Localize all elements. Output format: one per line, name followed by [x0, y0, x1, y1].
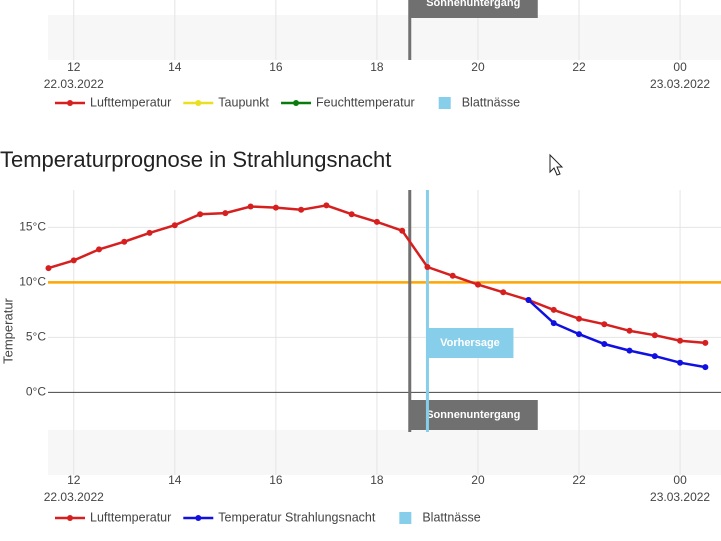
point [525, 297, 532, 303]
point [272, 204, 279, 211]
annotation-box [426, 328, 514, 358]
annotation-label: Sonnenuntergang [426, 409, 520, 421]
x-tick-label: 22 [572, 473, 586, 487]
point [576, 315, 583, 322]
point [323, 202, 330, 209]
point [550, 306, 557, 313]
x-tick-label: 00 [673, 60, 687, 74]
point [474, 281, 481, 288]
point [171, 222, 178, 229]
point [626, 347, 633, 354]
legend-swatch [67, 515, 73, 521]
point [576, 331, 583, 338]
point [247, 203, 254, 210]
point [298, 206, 305, 213]
annotation-box [408, 0, 538, 18]
series-line [527, 299, 706, 369]
x-tick-label: 16 [269, 473, 283, 487]
point [96, 246, 103, 253]
point [651, 332, 658, 339]
legend-label: Feuchttemperatur [316, 95, 415, 109]
cursor [549, 153, 564, 176]
y-axis-label: Temperatur [0, 297, 15, 363]
date-label: 22.03.2022 [44, 77, 104, 91]
x-tick-label: 12 [67, 473, 81, 487]
point [550, 320, 557, 327]
point [702, 364, 709, 371]
point [373, 218, 380, 225]
point [651, 353, 658, 360]
x-tick-label: 20 [471, 60, 485, 74]
y-tick-label: 10°C [19, 275, 46, 289]
x-tick-label: 00 [673, 473, 687, 487]
x-tick-label: 18 [370, 473, 384, 487]
point [222, 210, 229, 217]
plot-band [48, 15, 721, 60]
legend-swatch [293, 100, 300, 106]
legend-label: Lufttemperatur [90, 95, 171, 109]
x-tick-label: 16 [269, 60, 283, 74]
legend-label: Lufttemperatur [90, 510, 171, 524]
point [677, 337, 684, 344]
legend-label: Blattnässe [462, 95, 520, 109]
x-tick-label: 22 [572, 60, 586, 74]
point [500, 289, 507, 296]
x-tick-label: 18 [370, 60, 384, 74]
date-label: 23.03.2022 [650, 77, 710, 91]
legend-label: Blattnässe [422, 510, 480, 524]
point [399, 227, 406, 234]
y-tick-label: 0°C [26, 385, 46, 399]
legend-swatch [195, 100, 202, 106]
date-label: 23.03.2022 [650, 490, 710, 504]
date-label: 22.03.2022 [44, 490, 104, 504]
annotation-box [408, 400, 538, 430]
point [702, 339, 709, 346]
point [677, 359, 684, 366]
point [70, 257, 77, 264]
point [601, 321, 608, 328]
legend-label: Temperatur Strahlungsnacht [218, 510, 376, 524]
point [601, 341, 608, 347]
chart-title: Temperaturprognose in Strahlungsnacht [0, 147, 391, 172]
x-tick-label: 14 [168, 60, 182, 74]
legend-swatch [67, 100, 73, 106]
annotation-label: Vorhersage [440, 337, 500, 349]
point [449, 272, 456, 279]
x-tick-label: 12 [67, 60, 81, 74]
legend-swatch [195, 515, 202, 521]
legend-swatch [438, 97, 451, 109]
point [197, 211, 204, 218]
x-tick-label: 14 [168, 473, 182, 487]
point [626, 327, 633, 334]
x-tick-label: 20 [471, 473, 485, 487]
y-tick-label: 15°C [19, 220, 46, 234]
point [424, 264, 431, 270]
point [348, 211, 355, 218]
point [146, 229, 153, 236]
y-tick-label: 5°C [26, 330, 46, 344]
legend-swatch [399, 512, 412, 524]
plot-band [48, 430, 721, 475]
point [121, 238, 128, 245]
point [45, 265, 52, 272]
annotation-label: Sonnenuntergang [426, 0, 520, 9]
legend-label: Taupunkt [218, 95, 269, 109]
